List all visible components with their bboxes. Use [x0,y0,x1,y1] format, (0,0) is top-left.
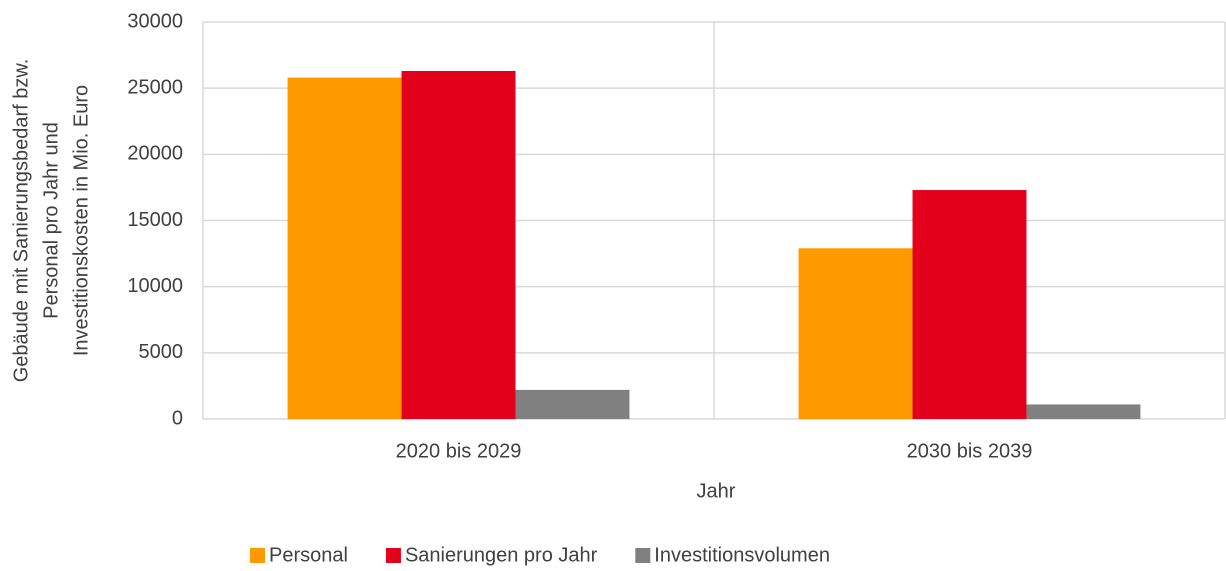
y-tick-label: 25000 [127,76,183,98]
y-tick-label: 30000 [127,10,183,32]
legend-label: Investitionsvolumen [654,544,830,566]
bar [912,190,1027,419]
legend-swatch [250,548,265,563]
y-tick-label: 20000 [127,143,183,165]
y-tick-label: 5000 [139,341,184,363]
y-tick-label: 15000 [127,209,183,231]
x-tick-label: 2030 bis 2039 [907,440,1033,462]
bar [515,389,630,419]
legend-swatch [635,548,651,563]
legend-label: Sanierungen pro Jahr [405,544,598,566]
y-tick-label: 0 [172,407,183,429]
legend-label: Personal [269,544,348,566]
y-axis-label: Personal pro Jahr und [40,122,62,319]
legend-swatch [385,548,401,563]
x-tick-label: 2020 bis 2029 [396,440,522,462]
bar [1026,404,1141,419]
y-axis-label: Investitionskosten in Mio. Euro [70,85,92,356]
bar [287,77,402,419]
bar [401,70,516,420]
y-tick-label: 10000 [127,275,183,297]
bar [798,248,913,419]
y-axis-label: Gebäude mit Sanierungsbedarf bzw. [10,59,32,383]
x-axis-label: Jahr [697,480,736,502]
